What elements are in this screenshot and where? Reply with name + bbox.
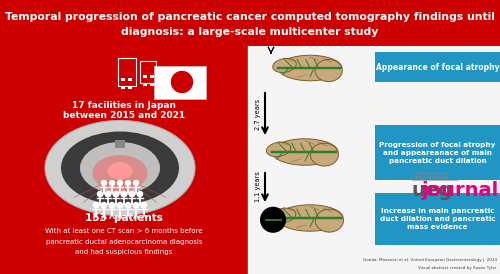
Ellipse shape	[266, 142, 291, 157]
Text: Progression of focal atrophy
and appeareanace of main
pancreatic duct dilation: Progression of focal atrophy and appeare…	[380, 141, 496, 164]
Circle shape	[110, 181, 114, 185]
Ellipse shape	[92, 155, 148, 191]
Ellipse shape	[277, 205, 343, 231]
Ellipse shape	[278, 55, 342, 81]
Text: ueg: ueg	[412, 181, 453, 199]
Bar	[121, 86, 125, 89]
Ellipse shape	[272, 58, 296, 72]
Circle shape	[138, 192, 142, 196]
Bar	[0, 0, 500, 46]
Ellipse shape	[315, 59, 342, 82]
Bar	[375, 193, 500, 245]
Circle shape	[94, 202, 98, 207]
Ellipse shape	[272, 139, 338, 165]
Text: 2.7 years: 2.7 years	[255, 98, 261, 130]
Text: Temporal progression of pancreatic cancer computed tomography findings until: Temporal progression of pancreatic cance…	[5, 12, 495, 22]
Text: journal: journal	[422, 181, 498, 199]
Bar	[150, 83, 154, 86]
Circle shape	[98, 192, 102, 196]
Bar	[121, 78, 125, 81]
Bar	[140, 61, 156, 83]
Bar	[128, 86, 132, 89]
Circle shape	[122, 192, 126, 196]
Bar	[128, 78, 132, 81]
Circle shape	[172, 72, 192, 93]
Ellipse shape	[272, 208, 296, 222]
Circle shape	[118, 181, 122, 185]
Bar	[118, 58, 136, 86]
Ellipse shape	[108, 162, 132, 180]
Text: and had suspicious findings: and had suspicious findings	[76, 249, 172, 255]
Ellipse shape	[316, 209, 344, 232]
Bar	[0, 46, 248, 274]
Circle shape	[114, 192, 118, 196]
Text: Appearance of focal atrophy: Appearance of focal atrophy	[376, 62, 500, 72]
Text: With at least one CT scan > 6 months before: With at least one CT scan > 6 months bef…	[45, 228, 203, 234]
Circle shape	[142, 202, 146, 207]
Circle shape	[102, 181, 106, 185]
Circle shape	[118, 202, 122, 207]
Ellipse shape	[80, 142, 160, 194]
Ellipse shape	[45, 121, 195, 215]
Bar	[248, 46, 500, 274]
Bar	[154, 65, 206, 98]
Bar	[150, 75, 154, 78]
Text: Increase in main pancreatic
duct dilation and pancreatic
mass evidence: Increase in main pancreatic duct dilatio…	[380, 208, 496, 230]
Text: Gonda, Masanori et al. United European Gastroenterology J. 2024: Gonda, Masanori et al. United European G…	[363, 258, 497, 262]
Text: diagnosis: a large-scale multicenter study: diagnosis: a large-scale multicenter stu…	[122, 27, 378, 37]
Bar	[115, 140, 125, 148]
Bar	[375, 52, 500, 82]
Text: between 2015 and 2021: between 2015 and 2021	[63, 112, 185, 121]
Circle shape	[134, 202, 138, 207]
Text: 17 facilities in Japan: 17 facilities in Japan	[72, 101, 176, 110]
Bar	[143, 83, 147, 86]
Text: 153  patients: 153 patients	[85, 213, 163, 223]
Ellipse shape	[310, 143, 338, 166]
Text: pancreatic ductal adenocarcinoma diagnosis: pancreatic ductal adenocarcinoma diagnos…	[46, 239, 202, 245]
Circle shape	[102, 202, 106, 207]
Circle shape	[126, 202, 130, 207]
Circle shape	[134, 181, 138, 185]
Text: 1.1 years: 1.1 years	[255, 172, 261, 202]
Ellipse shape	[61, 132, 179, 204]
Circle shape	[130, 192, 134, 196]
Circle shape	[126, 181, 130, 185]
Bar	[143, 75, 147, 78]
Bar	[375, 125, 500, 180]
Circle shape	[260, 207, 285, 232]
Circle shape	[110, 202, 114, 207]
Text: Visual abstract created by Susan Tyler: Visual abstract created by Susan Tyler	[418, 266, 497, 270]
Text: UNITED EUROPEAN
GASTROENTEROLOGY: UNITED EUROPEAN GASTROENTEROLOGY	[414, 172, 450, 180]
Circle shape	[106, 192, 110, 196]
